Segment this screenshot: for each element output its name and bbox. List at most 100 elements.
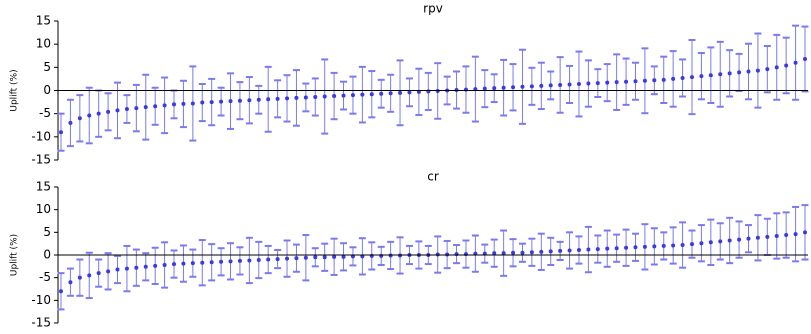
point: [586, 81, 591, 86]
point: [539, 83, 544, 88]
point: [567, 248, 572, 253]
point: [59, 130, 63, 135]
point: [529, 84, 534, 89]
point: [511, 85, 516, 90]
point: [595, 247, 600, 252]
point: [247, 258, 252, 263]
point: [294, 256, 299, 261]
point: [492, 251, 497, 256]
point: [341, 254, 346, 259]
chart-title: cr: [427, 170, 439, 184]
point: [699, 241, 704, 246]
point: [576, 82, 581, 87]
point: [59, 289, 63, 294]
point: [106, 269, 111, 274]
point: [162, 103, 167, 108]
y-tick-label: 0: [43, 248, 51, 262]
point: [803, 56, 807, 61]
point: [275, 96, 280, 101]
point: [718, 72, 723, 77]
point: [407, 90, 412, 95]
point: [162, 262, 167, 267]
point: [680, 243, 685, 248]
point: [492, 86, 497, 91]
point: [765, 67, 770, 72]
point: [746, 69, 751, 74]
point: [388, 91, 393, 96]
y-axis-label: Uplift (%): [10, 234, 20, 276]
point: [689, 75, 694, 80]
point: [190, 261, 195, 266]
point: [501, 251, 506, 256]
point: [548, 83, 553, 88]
point: [360, 92, 365, 97]
point: [256, 257, 261, 262]
y-tick-label: -15: [31, 316, 51, 330]
point: [548, 249, 553, 254]
point: [134, 106, 139, 111]
point: [661, 77, 666, 82]
point: [190, 101, 195, 106]
point: [153, 104, 158, 109]
point: [539, 249, 544, 254]
y-tick-label: -5: [39, 106, 51, 120]
point: [115, 108, 120, 113]
point: [727, 71, 732, 76]
point: [586, 247, 591, 252]
point: [143, 264, 148, 269]
point: [624, 245, 629, 250]
point: [106, 109, 111, 114]
point: [774, 233, 779, 238]
point: [671, 76, 676, 81]
point: [803, 230, 807, 235]
point: [576, 248, 581, 253]
point: [520, 250, 525, 255]
point: [275, 257, 280, 262]
y-tick-label: 0: [43, 83, 51, 97]
point: [181, 261, 186, 266]
y-axis-label: Uplift (%): [10, 69, 20, 111]
chart-title: rpv: [423, 2, 443, 16]
point: [520, 84, 525, 89]
point: [501, 85, 506, 90]
point: [784, 233, 789, 238]
point: [303, 95, 308, 100]
point: [237, 258, 242, 263]
y-tick-label: 10: [36, 37, 51, 51]
point: [633, 245, 638, 250]
point: [134, 265, 139, 270]
point: [699, 74, 704, 79]
y-tick-label: -10: [31, 129, 51, 143]
point: [285, 96, 290, 101]
point: [511, 250, 516, 255]
point: [482, 86, 487, 91]
y-tick-label: -5: [39, 270, 51, 284]
point: [237, 98, 242, 103]
point: [737, 237, 742, 242]
point: [256, 97, 261, 102]
point: [595, 81, 600, 86]
point: [219, 259, 224, 264]
point: [313, 94, 318, 99]
point: [605, 80, 610, 85]
point: [661, 243, 666, 248]
point: [689, 242, 694, 247]
point: [181, 101, 186, 106]
point: [379, 91, 384, 96]
point: [219, 99, 224, 104]
point: [68, 280, 73, 285]
point: [652, 78, 657, 83]
point: [322, 255, 327, 260]
point: [96, 271, 101, 276]
point: [200, 260, 205, 265]
point: [285, 256, 290, 261]
point: [708, 240, 713, 245]
point: [332, 94, 337, 99]
point: [642, 78, 647, 83]
point: [247, 98, 252, 103]
point: [143, 105, 148, 110]
y-tick-label: -10: [31, 293, 51, 307]
point: [124, 266, 129, 271]
point: [369, 92, 374, 97]
